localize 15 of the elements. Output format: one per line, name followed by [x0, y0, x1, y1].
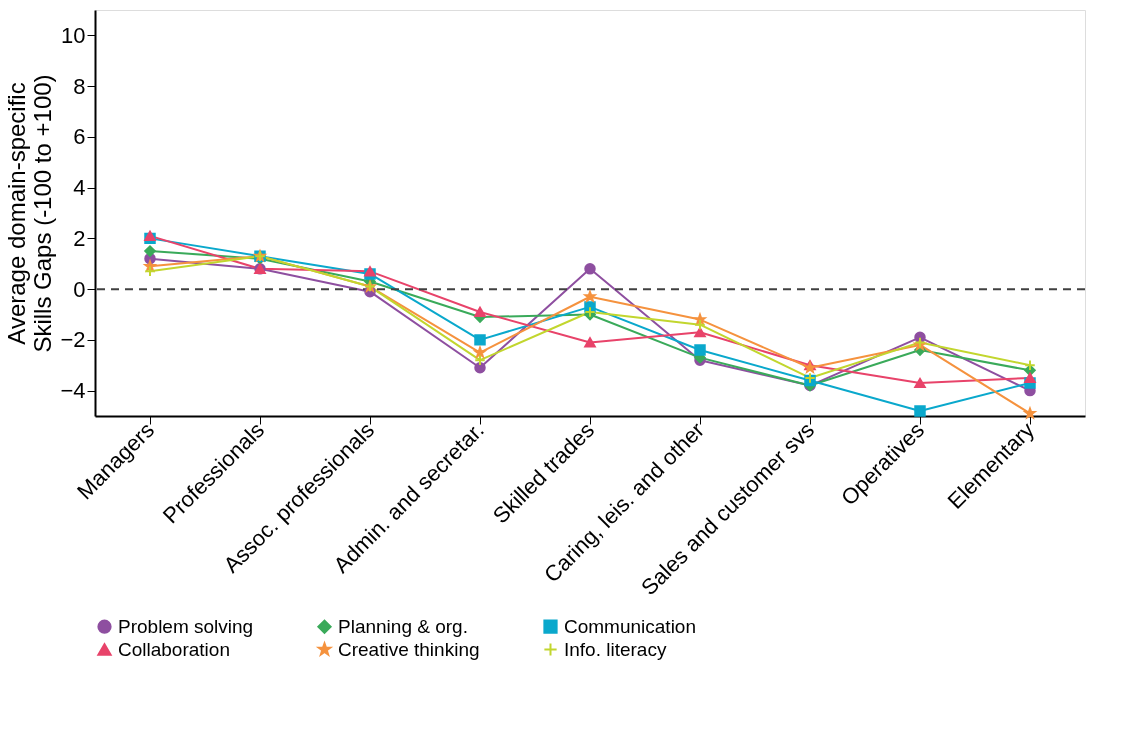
legend-label: Info. literacy — [564, 638, 667, 660]
legend-label: Creative thinking — [338, 638, 480, 660]
legend-label: Communication — [564, 615, 696, 637]
legend-label: Collaboration — [118, 638, 230, 660]
y-tick-label: 8 — [73, 73, 86, 99]
y-tick-label: 6 — [73, 124, 86, 150]
y-axis-title: Average domain-specific Skills Gaps (-100 to +100) — [3, 74, 57, 353]
legend-label: Problem solving — [118, 615, 254, 637]
y-tick-label: −4 — [60, 378, 86, 404]
legend-label: Planning & org. — [338, 615, 468, 637]
y-tick-label: 4 — [73, 175, 86, 201]
y-tick-label: 10 — [61, 22, 86, 48]
y-tick-label: −2 — [60, 327, 86, 353]
y-tick-label: 2 — [73, 225, 86, 251]
y-tick-label: 0 — [73, 276, 86, 302]
